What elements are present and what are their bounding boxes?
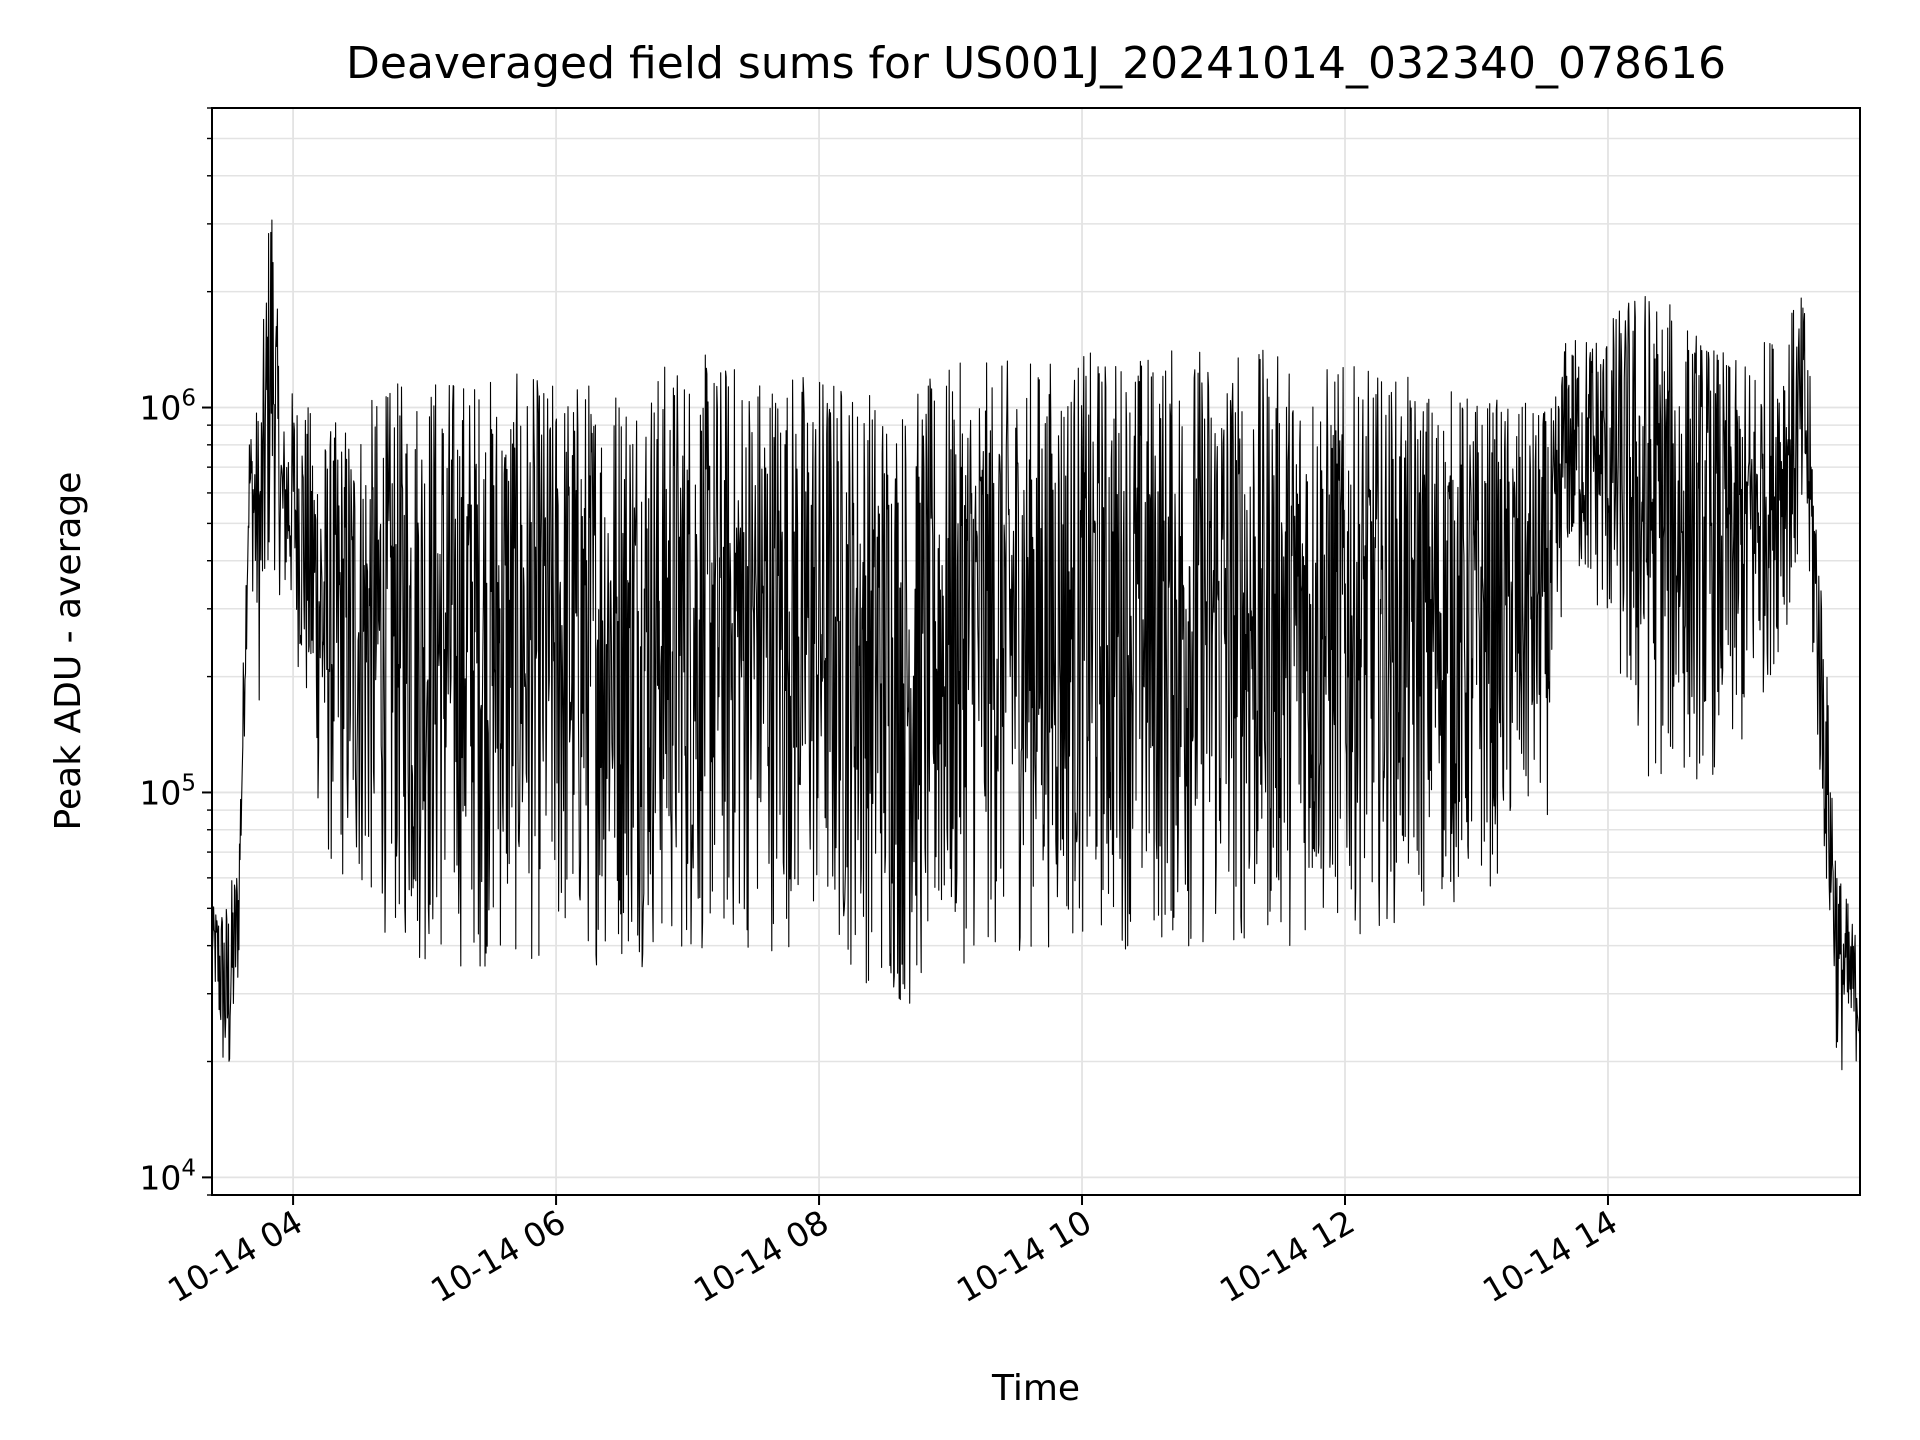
plot-frame [211, 107, 1861, 1196]
y-tick-exponent: 4 [181, 1155, 196, 1181]
y-tick-label: 105 [139, 770, 196, 812]
x-tick-label: 10-14 06 [424, 1202, 572, 1310]
y-tick-label: 106 [139, 386, 196, 428]
y-tick-base: 10 [139, 1158, 181, 1197]
y-tick-base: 10 [139, 773, 181, 812]
x-axis-label: Time [991, 1368, 1080, 1409]
chart-title: Deaveraged field sums for US001J_2024101… [346, 38, 1726, 89]
series-line [211, 219, 1861, 1071]
y-tick-exponent: 6 [181, 386, 196, 412]
x-tick-label: 10-14 08 [687, 1202, 835, 1310]
y-tick-base: 10 [139, 389, 181, 428]
x-tick-label: 10-14 10 [950, 1202, 1098, 1310]
y-tick-label: 104 [139, 1155, 196, 1197]
y-axis-label: Peak ADU - average [48, 472, 89, 831]
x-tick-label: 10-14 12 [1213, 1202, 1361, 1310]
x-tick-label: 10-14 04 [161, 1202, 309, 1310]
x-tick-label: 10-14 14 [1476, 1202, 1624, 1310]
y-tick-exponent: 5 [181, 770, 196, 796]
